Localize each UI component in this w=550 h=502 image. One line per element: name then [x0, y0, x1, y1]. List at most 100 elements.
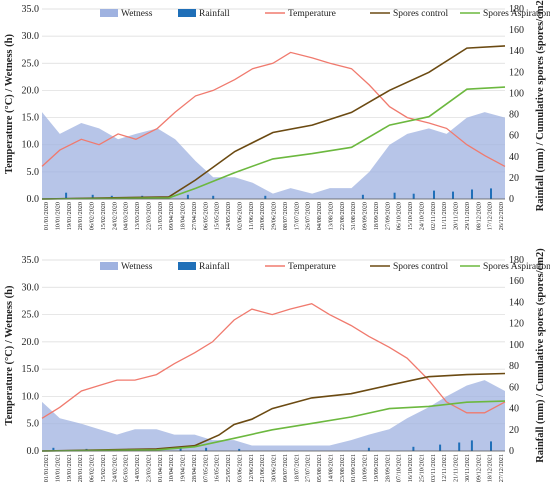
y2-tick-label: 0: [509, 194, 514, 205]
y2-tick-label: 160: [509, 276, 524, 287]
x-tick-label: 06/02/2020: [89, 202, 96, 230]
y-tick-label: 30.0: [22, 282, 40, 293]
x-tick-label: 24/05/2020: [225, 202, 232, 230]
x-tick-label: 09/04/2020: [168, 202, 175, 230]
x-tick-label: 29/11/2020: [464, 202, 471, 230]
rainfall-bar: [179, 447, 182, 451]
x-tick-label: 05/03/2021: [123, 454, 130, 482]
x-tick-label: 10/01/2021: [54, 454, 61, 482]
y2-axis-label: Rainfall (mm) / Cumulative spores (spore…: [535, 0, 546, 211]
x-tick-label: 07/05/2021: [202, 454, 209, 482]
x-tick-label: 28/04/2021: [191, 454, 198, 482]
x-tick-label: 20/06/2020: [259, 202, 266, 230]
spores-control-line: [41, 45, 506, 200]
x-tick-label: 21/06/2021: [259, 454, 266, 482]
y2-tick-label: 0: [509, 446, 514, 457]
legend-label: Rainfall: [199, 8, 230, 19]
y-tick-label: 10.0: [22, 391, 40, 402]
rainfall-bar: [439, 444, 442, 451]
x-tick-label: 03/11/2021: [430, 454, 437, 482]
rainfall-bar: [367, 447, 370, 451]
x-tick-label: 13/08/2020: [327, 202, 334, 230]
y2-tick-label: 20: [509, 425, 519, 436]
x-tick-label: 27/12/2021: [498, 454, 505, 482]
x-tick-label: 06/10/2020: [396, 202, 403, 230]
y-tick-label: 35.0: [22, 4, 40, 15]
x-tick-label: 15/02/2021: [100, 454, 107, 482]
y-tick-label: 30.0: [22, 31, 40, 42]
y-tick-label: 15.0: [22, 364, 40, 375]
legend-swatch: [100, 262, 118, 270]
y-tick-label: 10.0: [22, 140, 40, 151]
x-tick-label: 01/01/2021: [43, 454, 50, 482]
x-tick-label: 11/06/2020: [248, 202, 255, 230]
x-tick-label: 10/09/2021: [362, 454, 369, 482]
x-tick-label: 24/02/2021: [111, 454, 118, 482]
x-tick-label: 08/12/2020: [475, 202, 482, 230]
x-tick-label: 09/12/2021: [475, 454, 482, 482]
x-tick-label: 19/01/2020: [66, 202, 73, 230]
x-tick-label: 11/11/2020: [441, 202, 448, 230]
rainfall-bar: [470, 440, 473, 451]
x-tick-label: 16/10/2021: [407, 454, 414, 482]
rainfall-bar: [471, 189, 473, 199]
rainfall-bar: [52, 447, 55, 451]
rainfall-bar: [490, 188, 492, 199]
rainfall-bar: [212, 195, 215, 199]
x-tick-label: 15/02/2020: [100, 202, 107, 230]
x-tick-label: 27/07/2021: [305, 454, 312, 482]
legend-label: Spores control: [393, 9, 449, 19]
x-tick-label: 28/01/2020: [77, 202, 84, 230]
x-tick-label: 28/09/2021: [384, 454, 391, 482]
x-tick-label: 23/03/2021: [145, 454, 152, 482]
rainfall-bar: [186, 194, 189, 199]
y-tick-label: 20.0: [22, 337, 40, 348]
y-axis-label: Temperature (°C) / Wetness (h): [4, 34, 15, 174]
x-tick-label: 09/07/2021: [282, 454, 289, 482]
legend-label: Temperature: [288, 9, 336, 19]
rainfall-bar: [361, 194, 364, 199]
x-tick-label: 27/04/2020: [191, 202, 198, 230]
x-tick-label: 15/10/2020: [407, 202, 414, 230]
y2-tick-label: 60: [509, 131, 519, 142]
x-tick-label: 10/01/2020: [54, 202, 61, 230]
spores-aspiration-line: [41, 86, 506, 200]
x-tick-label: 18/04/2020: [180, 202, 187, 230]
x-tick-label: 17/07/2020: [293, 202, 300, 230]
y2-tick-label: 60: [509, 382, 519, 393]
rainfall-bar: [238, 448, 241, 451]
y-tick-label: 25.0: [22, 58, 40, 69]
x-tick-label: 30/11/2021: [464, 454, 471, 482]
y2-tick-label: 180: [509, 255, 524, 266]
y2-tick-label: 140: [509, 297, 524, 308]
y2-tick-label: 160: [509, 25, 524, 36]
x-tick-label: 14/08/2021: [327, 454, 334, 482]
y2-tick-label: 180: [509, 4, 524, 15]
rainfall-bar: [458, 442, 461, 451]
x-tick-label: 21/11/2021: [453, 454, 460, 482]
y-tick-label: 35.0: [22, 255, 40, 266]
y-tick-label: 0.0: [27, 194, 40, 205]
y-tick-label: 25.0: [22, 310, 40, 321]
wetness-area: [42, 380, 505, 451]
x-tick-label: 28/01/2021: [77, 454, 84, 482]
x-tick-label: 25/10/2021: [418, 454, 425, 482]
x-tick-label: 26/07/2020: [305, 202, 312, 230]
x-tick-label: 03/06/2021: [236, 454, 243, 482]
legend-label: Temperature: [288, 262, 336, 272]
legend-swatch: [100, 9, 118, 17]
y-tick-label: 15.0: [22, 113, 40, 124]
chart-panel-2021: 0.0 5.0 10.0 15.0 20.0 25.0 30.0 35.0 0 20 40 60 80 1…: [4, 248, 550, 482]
x-tick-label: 02/11/2020: [430, 202, 437, 230]
x-tick-label: 29/06/2020: [271, 202, 278, 230]
x-tick-label: 18/07/2021: [293, 454, 300, 482]
legend-label: Rainfall: [199, 261, 230, 272]
x-tick-label: 18/09/2020: [373, 202, 380, 230]
x-tick-label: 17/12/2020: [487, 202, 494, 230]
y2-tick-label: 100: [509, 88, 524, 99]
y-tick-label: 20.0: [22, 85, 40, 96]
y2-tick-label: 80: [509, 361, 519, 372]
x-tick-label: 05/08/2021: [316, 454, 323, 482]
